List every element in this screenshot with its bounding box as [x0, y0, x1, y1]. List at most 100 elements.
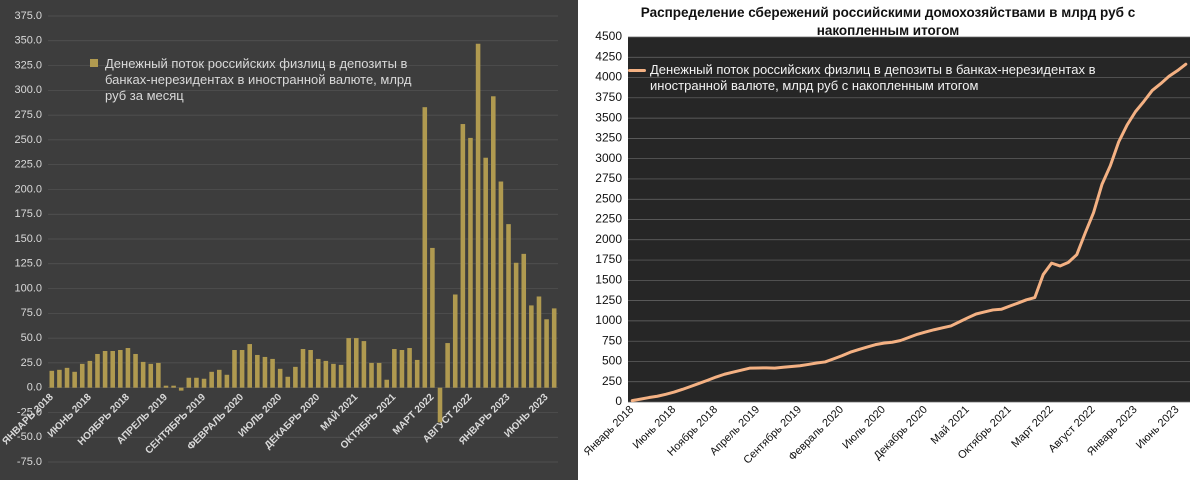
bar — [376, 362, 382, 388]
y-tick-label: 3250 — [595, 131, 622, 145]
legend-text: Денежный поток российских физлиц в депоз… — [105, 56, 412, 103]
x-tick-label: Май 2021 — [929, 404, 972, 447]
bar — [430, 247, 435, 388]
y-tick-label: 750 — [602, 333, 622, 347]
y-tick-label: 4250 — [595, 49, 622, 63]
line-chart: 0 250 500 750 1000 1250 1500 1750 2000 2250 2500 27… — [582, 29, 1190, 466]
y-tick-label: 4000 — [595, 70, 622, 84]
bar — [300, 349, 306, 388]
bar — [79, 363, 85, 388]
bar — [285, 376, 291, 388]
bar — [178, 387, 184, 391]
bar — [475, 43, 481, 388]
bar — [354, 338, 359, 388]
y-tick-label: 300.0 — [14, 84, 42, 96]
bar — [498, 181, 504, 388]
bar — [544, 319, 549, 388]
bar — [536, 296, 542, 388]
bar — [338, 364, 344, 388]
y-tick-label: 150.0 — [14, 233, 42, 245]
bar — [277, 368, 283, 388]
y-tick-label: 75.0 — [21, 307, 42, 319]
bar — [57, 369, 62, 388]
bar — [102, 350, 108, 388]
legend-swatch — [90, 59, 98, 67]
bar — [64, 367, 70, 388]
bar — [346, 338, 351, 388]
y-tick-label: 4500 — [595, 29, 622, 43]
bar — [224, 374, 230, 388]
bar — [506, 224, 511, 388]
bar — [110, 350, 115, 388]
bar — [49, 370, 55, 388]
y-tick-label: 250.0 — [14, 134, 42, 146]
y-tick-label: 175.0 — [14, 208, 42, 220]
bar — [323, 360, 329, 388]
bar — [201, 378, 207, 388]
x-tick-label: Июнь 2023 — [1134, 404, 1182, 452]
bar — [513, 262, 519, 388]
bar — [392, 349, 397, 388]
bar — [331, 363, 336, 388]
bar — [216, 369, 222, 388]
bar — [521, 253, 527, 388]
bar — [125, 348, 131, 388]
bar — [308, 350, 313, 388]
bar — [468, 137, 473, 388]
chart-title: Распределение сбережений российскими дом… — [640, 5, 1136, 38]
bar-chart: -75.0 -50.0 -25.0 0.0 25.0 50.0 75.0 100.0 125.0… — [0, 10, 558, 468]
y-tick-label: 2500 — [595, 191, 622, 205]
bar — [186, 377, 192, 388]
bar — [163, 385, 169, 388]
bar — [491, 96, 496, 388]
y-tick-label: 200.0 — [14, 183, 42, 195]
y-tick-label: -75.0 — [17, 456, 42, 468]
bar — [171, 385, 176, 388]
y-tick-label: 1750 — [595, 252, 622, 266]
right-panel: 0 250 500 750 1000 1250 1500 1750 2000 2250 2500 27… — [578, 0, 1200, 480]
bar — [483, 157, 488, 388]
bar — [262, 356, 268, 388]
bar — [270, 358, 275, 388]
bar — [551, 308, 557, 388]
bar — [209, 371, 214, 388]
bar — [194, 377, 199, 388]
bar — [140, 361, 146, 388]
left-panel: -75.0 -50.0 -25.0 0.0 25.0 50.0 75.0 100.0 125.0… — [0, 0, 578, 480]
bar — [460, 124, 466, 388]
y-tick-label: 2750 — [595, 171, 622, 185]
bar — [133, 353, 138, 388]
bar — [72, 371, 77, 388]
y-tick-label: 225.0 — [14, 159, 42, 171]
y-tick-label: 3000 — [595, 151, 622, 165]
bar — [87, 360, 93, 388]
y-tick-label: 0 — [615, 394, 622, 408]
bar — [422, 107, 428, 388]
y-tick-label: 25.0 — [21, 357, 42, 369]
y-tick-label: 350.0 — [14, 35, 42, 47]
legend-text: Денежный поток российских физлиц в депоз… — [650, 62, 1096, 93]
y-tick-label: 3750 — [595, 90, 622, 104]
bar — [361, 341, 367, 388]
y-tick-label: 125.0 — [14, 258, 42, 270]
y-tick-label: 2000 — [595, 232, 622, 246]
bar — [232, 350, 237, 388]
bar — [293, 366, 298, 388]
bar — [118, 350, 123, 388]
bar — [452, 294, 458, 388]
bar — [399, 350, 405, 388]
bar — [445, 343, 450, 388]
bar — [95, 353, 100, 388]
y-tick-label: -50.0 — [17, 431, 42, 443]
y-tick-label: 2250 — [595, 212, 622, 226]
bar — [247, 344, 252, 388]
y-tick-label: 0.0 — [27, 382, 42, 394]
legend-swatch — [628, 69, 646, 72]
bar — [315, 358, 321, 388]
bar — [407, 348, 412, 388]
bar — [384, 379, 390, 388]
y-tick-label: 1250 — [595, 293, 622, 307]
line — [630, 62, 1188, 403]
bar — [529, 305, 534, 388]
